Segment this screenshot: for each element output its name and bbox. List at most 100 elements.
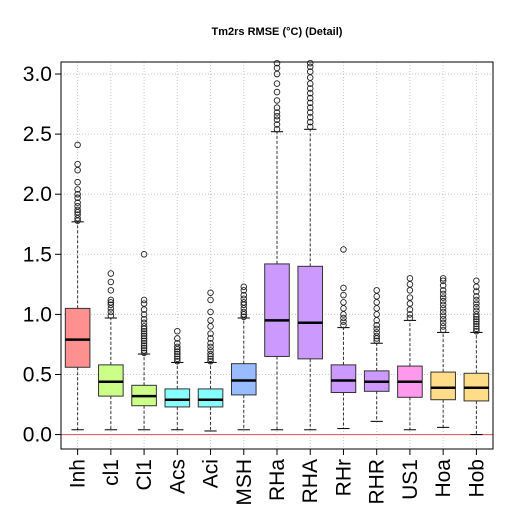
outlier-point	[273, 59, 281, 67]
outlier-point	[306, 114, 314, 121]
outlier-point	[439, 301, 447, 309]
outlier-point	[340, 314, 347, 322]
box-Inh	[64, 141, 91, 431]
box-iqr	[64, 307, 91, 368]
plot-frame	[60, 61, 494, 450]
outlier-point	[174, 353, 181, 360]
outlier-point	[240, 291, 248, 299]
outlier-point	[340, 321, 347, 329]
outlier-point	[473, 318, 480, 325]
box-iqr	[197, 388, 224, 408]
outlier-point	[340, 291, 347, 299]
outlier-point	[273, 88, 281, 96]
outlier-point	[373, 325, 380, 333]
outlier-point	[140, 335, 148, 342]
outlier-point	[140, 296, 148, 304]
outlier-point	[74, 186, 81, 193]
box-MSH	[230, 283, 257, 431]
outlier-point	[439, 297, 447, 305]
outlier-point	[273, 116, 281, 123]
outlier-point	[273, 109, 281, 116]
outlier-point	[306, 94, 314, 102]
boxes-group	[64, 59, 490, 436]
outlier-point	[473, 327, 480, 335]
outlier-point	[207, 289, 214, 297]
outlier-point	[107, 312, 115, 319]
box-cl1	[98, 270, 124, 431]
box-US1	[397, 275, 423, 431]
outlier-point	[473, 277, 480, 284]
x-tick-label: US1	[399, 459, 422, 500]
outlier-point	[473, 288, 480, 295]
outlier-point	[439, 323, 447, 330]
outlier-point	[473, 315, 480, 323]
outlier-point	[74, 206, 81, 214]
outlier-point	[140, 300, 148, 307]
outlier-point	[140, 332, 148, 340]
outlier-point	[140, 349, 148, 357]
outlier-point	[207, 347, 214, 354]
outlier-point	[439, 275, 447, 282]
outlier-point	[240, 287, 248, 294]
outlier-point	[273, 112, 281, 120]
outlier-point	[107, 299, 115, 306]
box-Cl1	[131, 251, 157, 431]
y-tick-label: 3.0	[23, 63, 52, 86]
outlier-point	[373, 321, 380, 329]
outlier-point	[140, 311, 148, 318]
outlier-point	[439, 308, 447, 316]
outlier-point	[306, 118, 314, 126]
outlier-point	[240, 308, 248, 316]
outlier-point	[74, 194, 81, 202]
outlier-point	[74, 160, 81, 168]
outlier-point	[306, 68, 314, 75]
outlier-point	[207, 317, 214, 324]
outlier-point	[140, 339, 148, 347]
outlier-point	[406, 275, 414, 282]
y-axis: 0.0 0.5 1.0 1.5 2.0 2.5 3.0	[23, 63, 61, 447]
outlier-point	[240, 299, 248, 306]
outlier-point	[439, 312, 447, 319]
outlier-point	[107, 308, 115, 316]
y-tick-label: 1.0	[23, 303, 52, 326]
x-tick-label: cl1	[100, 459, 123, 486]
outlier-point	[273, 64, 281, 72]
y-tick-label: 2.0	[23, 183, 52, 206]
outlier-point	[74, 211, 81, 218]
outlier-point	[439, 305, 447, 312]
outlier-point	[473, 300, 480, 307]
outlier-point	[406, 294, 414, 301]
outlier-point	[107, 278, 115, 286]
x-axis: Inh cl1 Cl1 Acs Aci MSH RHa RHA RHr RHR US1 Hoa Hob	[67, 449, 488, 506]
outlier-point	[373, 332, 380, 340]
outlier-point	[240, 295, 248, 303]
y-tick-label: 0.5	[23, 363, 52, 386]
x-tick-label: Aci	[200, 459, 223, 488]
box-RHr	[330, 246, 357, 430]
y-tick-label: 1.5	[23, 243, 52, 266]
outlier-point	[439, 315, 447, 323]
y-tick-label: 0.0	[23, 424, 52, 447]
outlier-point	[340, 284, 347, 292]
x-tick-label: Inh	[67, 459, 90, 488]
outlier-point	[207, 350, 214, 358]
outlier-point	[340, 246, 347, 253]
outlier-point	[107, 301, 115, 309]
box-iqr	[330, 364, 357, 394]
outlier-point	[273, 126, 281, 133]
outlier-point	[273, 104, 281, 111]
outlier-point	[306, 123, 314, 131]
outlier-point	[207, 339, 214, 347]
outlier-point	[240, 283, 248, 290]
outlier-point	[207, 296, 214, 304]
outlier-point	[240, 313, 248, 321]
outlier-point	[140, 251, 148, 258]
outlier-point	[107, 270, 115, 277]
outlier-point	[306, 109, 314, 116]
outlier-point	[74, 199, 81, 206]
y-tick-label: 2.5	[23, 123, 52, 146]
x-tick-label: RHr	[332, 459, 355, 496]
outlier-point	[473, 325, 480, 333]
outlier-point	[439, 287, 447, 294]
x-tick-label: RHR	[366, 459, 389, 505]
